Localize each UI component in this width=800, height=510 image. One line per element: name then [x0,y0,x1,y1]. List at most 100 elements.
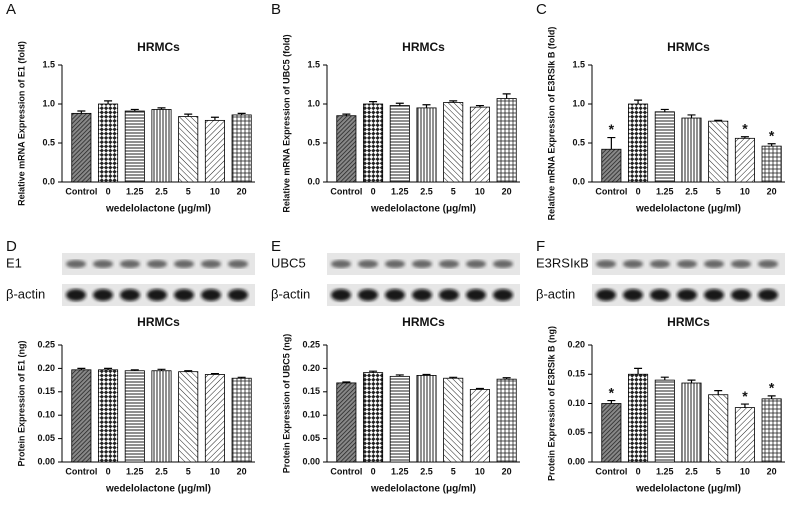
x-axis-label: wedelolactone (μg/ml) [370,484,476,495]
blot-band [201,260,221,268]
bar [601,148,622,183]
x-tick-label: 20 [502,186,512,196]
error-bar [502,377,511,380]
x-tick-label: 0 [636,466,641,476]
y-tick-label: 0.5 [42,137,55,147]
y-tick-label: 0.15 [37,386,55,396]
y-axis-label: Relative mRNA Expression of E3RSIk B (fo… [546,27,556,221]
y-tick-label: 0.20 [302,363,320,373]
error-bar [237,376,246,379]
x-tick-label: 2.5 [420,466,433,476]
x-tick-label: Control [330,466,362,476]
error-bar [422,104,431,108]
error-bar [687,379,696,384]
chart-title: HRMCs [137,40,180,54]
y-tick-label: 1.0 [42,98,55,108]
panel-label: F [536,238,545,255]
x-tick-label: 0 [371,466,376,476]
error-bar [342,113,351,116]
x-tick-label: 10 [740,466,750,476]
error-bar [660,376,669,381]
error-bar [660,108,669,112]
error-bar [77,110,86,114]
bar [178,116,199,183]
blot-band [412,289,432,301]
y-tick-label: 1.5 [307,59,320,69]
error-bar [130,369,139,371]
error-bar [740,403,749,408]
error-bar [77,367,86,370]
x-tick-label: Control [595,466,627,476]
blot-band [704,260,724,268]
blot-band [596,289,616,301]
significance-mark: * [742,388,748,404]
error-bar [342,381,351,383]
bar [734,137,755,183]
error-bar [210,372,219,375]
panel-label: A [6,1,16,18]
y-tick-label: 1.0 [307,98,320,108]
bar [761,398,782,463]
blot-band [93,260,113,268]
x-tick-label: 5 [716,466,721,476]
y-tick-label: 0.10 [37,410,55,420]
error-bar [157,107,166,110]
blot-band [466,260,486,268]
x-tick-label: 0 [106,466,111,476]
bar [124,110,145,183]
x-axis-label: wedelolactone (μg/ml) [105,204,211,215]
y-tick-label: 0.25 [37,339,55,349]
x-tick-label: 10 [210,186,220,196]
chart-title: HRMCs [402,315,445,329]
x-tick-label: 2.5 [420,186,433,196]
bar [681,117,702,183]
error-bar [767,395,776,399]
bar [496,98,517,183]
blot-band [758,260,778,268]
bar [389,375,410,463]
error-bar [395,102,404,106]
bar [681,382,702,463]
blot-band [228,289,248,301]
y-tick-label: 0.00 [302,456,320,466]
chart-title: HRMCs [667,315,710,329]
blot-band [120,289,140,301]
blot-band [120,260,140,268]
error-bar [475,387,484,390]
blot-label: E3RSIκB [536,255,589,270]
blot-band [412,260,432,268]
bar [124,370,145,463]
x-tick-label: 5 [186,186,191,196]
x-tick-label: 5 [451,466,456,476]
error-bar [369,370,378,373]
y-tick-label: 0.15 [302,386,320,396]
x-tick-label: 0 [636,186,641,196]
blot-band [147,260,167,268]
x-tick-label: Control [65,466,97,476]
blot-label: β-actin [6,286,45,301]
x-tick-label: 2.5 [685,186,698,196]
x-tick-label: 5 [186,466,191,476]
significance-mark: * [769,380,775,396]
blot-band [650,260,670,268]
bar [71,369,92,463]
bar [443,377,464,463]
bar [204,119,225,183]
error-bar [130,108,139,112]
error-bar [607,136,616,150]
y-axis-label: Relative mRNA Expression of UBC5 (fold) [281,34,291,212]
blot-band [66,260,86,268]
bar [443,102,464,183]
x-tick-label: 2.5 [685,466,698,476]
error-bar [395,374,404,377]
error-bar [449,100,458,103]
x-tick-label: 2.5 [155,466,168,476]
y-tick-label: 0.20 [37,363,55,373]
significance-mark: * [769,127,775,143]
x-axis-label: wedelolactone (μg/ml) [370,204,476,215]
blot-band [201,289,221,301]
y-tick-label: 0.05 [302,433,320,443]
bar [654,111,675,183]
blot-band [228,260,248,268]
error-bar [767,143,776,147]
